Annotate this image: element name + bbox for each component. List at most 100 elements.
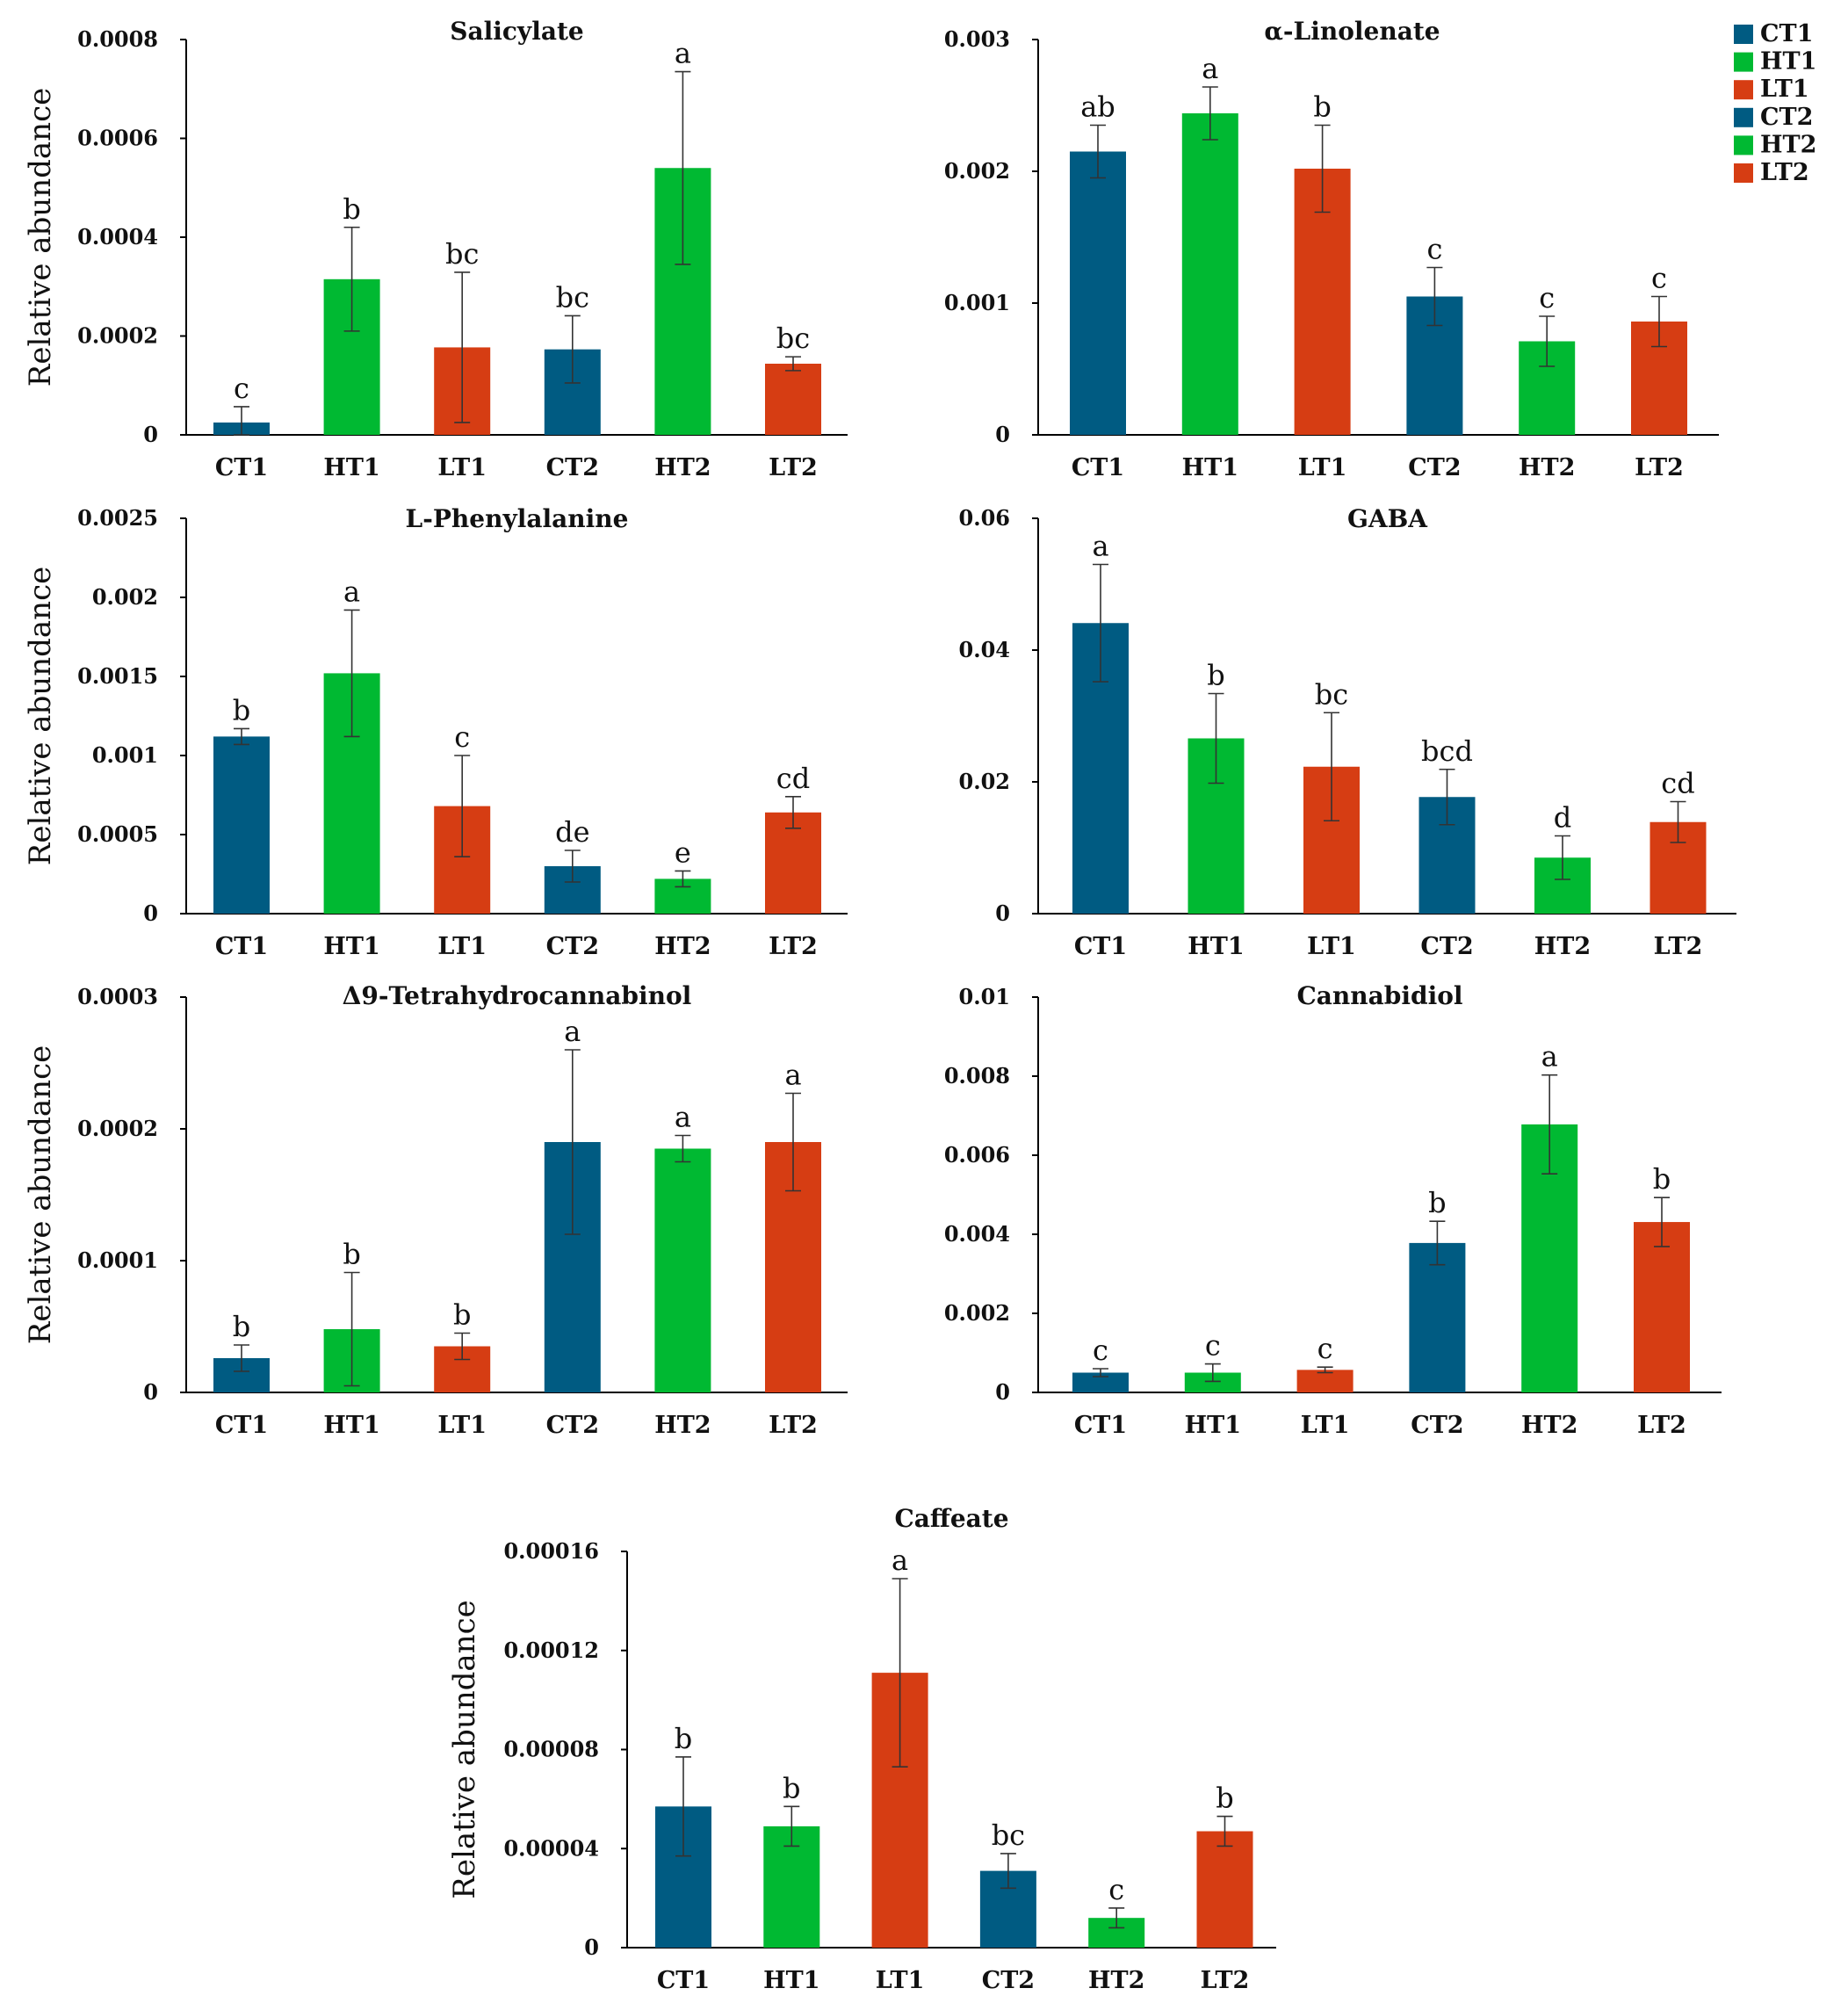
bar-ht1 [1181,113,1238,435]
y-tick-label: 0.00012 [503,1638,599,1663]
legend-label: HT2 [1760,131,1816,158]
bar-ht1 [1184,1372,1241,1392]
y-axis-label: Relative abundance [447,1600,482,1898]
x-tick-label: HT2 [654,933,711,960]
y-tick-label: 0 [584,1934,599,1960]
legend-label: HT1 [1760,48,1816,76]
significance-letter: b [1653,1162,1671,1196]
chart-title: α-Linolenate [1264,17,1440,46]
x-tick-label: HT2 [1521,1412,1577,1439]
x-tick-label: HT1 [763,1967,819,1994]
y-tick-label: 0.0003 [77,984,158,1009]
significance-letter: ab [1080,90,1115,124]
significance-letter: e [675,835,691,869]
chart-panel-3: L-Phenylalanine Relative abundance 0 0.0005… [23,504,848,960]
significance-letter: a [675,37,691,70]
legend-swatch [1734,163,1753,183]
x-tick-label: HT1 [323,933,379,960]
y-tick-label: 0 [143,900,158,926]
x-tick-label: CT1 [215,933,268,960]
significance-letter: a [892,1544,908,1577]
x-tick-label: LT1 [437,933,487,960]
significance-letter: a [343,575,360,608]
y-tick-label: 0.0001 [77,1247,158,1273]
significance-letter: a [1202,52,1218,85]
bar-ct1 [1072,1372,1129,1392]
y-tick-label: 0.001 [944,290,1010,315]
y-tick-label: 0.0025 [77,505,158,531]
y-tick-label: 0.00004 [503,1835,599,1861]
legend-swatch [1734,25,1753,44]
legend-swatch [1734,52,1753,72]
y-axis-label: Relative abundance [23,1045,58,1344]
significance-letter: a [1541,1040,1558,1074]
y-tick-label: 0.01 [959,984,1010,1009]
chart-title: Caffeate [894,1504,1008,1533]
significance-letter: b [1428,1186,1446,1219]
bar-lt2 [1196,1831,1253,1948]
legend-swatch [1734,135,1753,155]
x-tick-label: HT2 [1088,1967,1144,1994]
significance-letter: c [234,372,249,405]
x-tick-label: LT1 [437,454,487,481]
y-tick-label: 0.04 [959,637,1010,662]
y-axis-label: Relative abundance [23,88,58,387]
x-tick-label: CT2 [1408,454,1461,481]
y-tick-label: 0.008 [944,1063,1010,1088]
significance-letter: c [1539,281,1555,315]
significance-letter: bcd [1421,734,1473,768]
x-tick-label: HT1 [323,1412,379,1439]
significance-letter: a [675,1101,691,1134]
chart-title: Salicylate [450,17,583,46]
chart-panel-1: Salicylate Relative abundance 0 0.0002 0.000… [23,17,848,481]
chart-title: Cannabidiol [1296,981,1462,1010]
x-tick-label: HT1 [323,454,379,481]
x-tick-label: HT1 [1187,933,1244,960]
significance-letter: b [783,1771,800,1804]
significance-letter: b [675,1722,692,1755]
y-tick-label: 0.006 [944,1142,1010,1168]
x-tick-label: CT1 [1074,933,1127,960]
y-tick-label: 0.0015 [77,663,158,689]
significance-letter: a [784,1059,801,1092]
y-tick-label: 0.00008 [503,1737,599,1762]
legend-label: LT2 [1760,159,1809,186]
y-tick-label: 0 [995,900,1010,926]
significance-letter: b [1216,1782,1233,1815]
y-tick-label: 0 [995,1379,1010,1405]
bar-ht2 [654,1148,711,1392]
y-tick-label: 0.002 [944,1300,1010,1326]
x-tick-label: LT1 [1298,454,1347,481]
x-tick-label: CT1 [657,1967,710,1994]
x-tick-label: HT2 [654,1412,711,1439]
x-tick-label: LT2 [769,1412,818,1439]
significance-letter: c [1317,1332,1333,1365]
x-tick-label: CT1 [215,1412,268,1439]
significance-letter: bc [776,322,810,355]
x-tick-label: CT2 [982,1967,1035,1994]
x-tick-label: LT2 [1201,1967,1250,1994]
legend-swatch [1734,80,1753,100]
chart-title: L-Phenylalanine [406,504,629,533]
chart-panel-6: Cannabidiol 0 0.002 0.004 0.006 0.008 0.01 c CT1… [944,981,1722,1439]
x-tick-label: CT2 [546,1412,599,1439]
significance-letter: a [1092,530,1108,563]
chart-title: GABA [1347,504,1428,533]
bar-ct1 [1070,151,1126,435]
y-tick-label: 0.0002 [77,323,158,349]
y-axis-label: Relative abundance [23,567,58,865]
x-tick-label: LT2 [769,933,818,960]
significance-letter: d [1554,801,1571,835]
bar-lt1 [1296,1370,1354,1392]
y-tick-label: 0.003 [944,26,1010,52]
x-tick-label: CT2 [1420,933,1473,960]
chart-panel-4: GABA 0 0.02 0.04 0.06 a CT1 b HT1 bc LT1 bcd CT2 d HT2… [959,504,1736,960]
significance-letter: c [1651,262,1667,295]
y-tick-label: 0.002 [92,584,158,610]
y-tick-label: 0.001 [92,742,158,768]
legend-swatch [1734,107,1753,127]
bar-lt2 [765,812,821,914]
